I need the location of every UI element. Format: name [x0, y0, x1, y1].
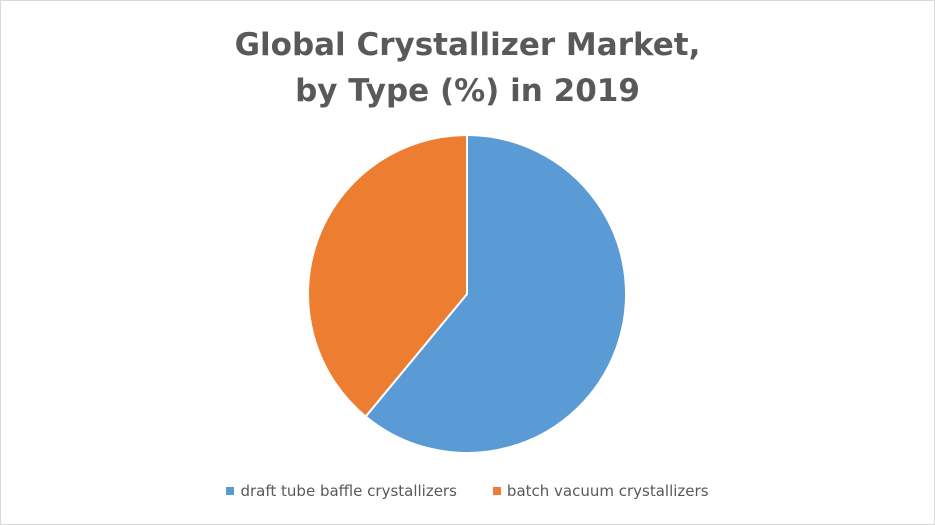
legend-label-draft-tube-baffle: draft tube baffle crystallizers [240, 482, 457, 500]
legend-swatch-batch-vacuum [492, 487, 501, 495]
pie-slice-draft-tube-baffle [364, 134, 627, 454]
pie-slice-batch-vacuum [307, 134, 468, 418]
chart-title: Global Crystallizer Market, by Type (%) … [0, 22, 935, 114]
chart-title-line-2: by Type (%) in 2019 [295, 73, 640, 109]
legend-item-draft-tube-baffle: draft tube baffle crystallizers [226, 482, 457, 500]
legend-item-batch-vacuum: batch vacuum crystallizers [492, 482, 709, 500]
legend-swatch-draft-tube-baffle [226, 487, 235, 495]
legend: draft tube baffle crystallizers batch va… [0, 482, 935, 500]
chart-title-line-1: Global Crystallizer Market, [234, 27, 701, 63]
legend-label-batch-vacuum: batch vacuum crystallizers [506, 482, 709, 500]
